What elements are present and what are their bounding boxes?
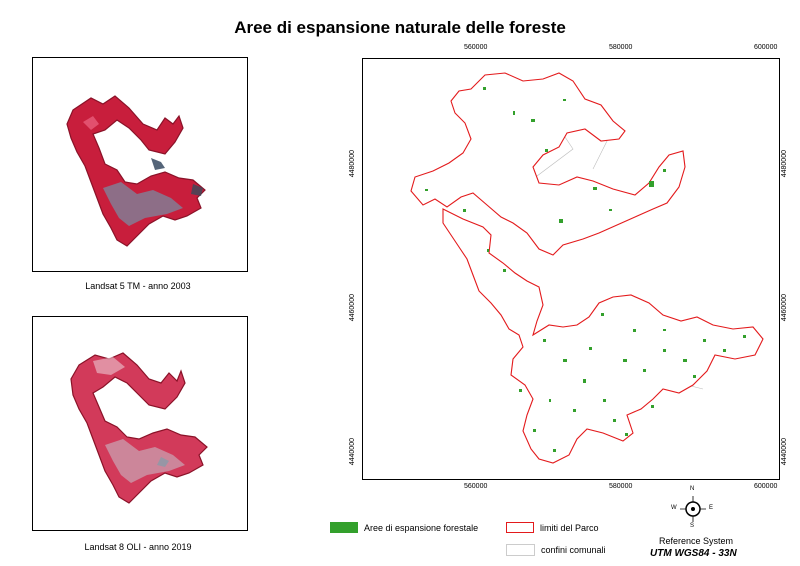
landsat8-image (70, 352, 208, 504)
y-tick-right-4460000: 4460000 (781, 294, 788, 322)
legend-municipal-swatch (506, 544, 535, 556)
legend-park-label: limiti del Parco (540, 522, 599, 533)
x-tick-top-580000: 580000 (609, 44, 633, 51)
landsat8-panel (32, 316, 248, 531)
legend-park: limiti del Parco (506, 522, 599, 533)
y-tick-right-4480000: 4480000 (781, 150, 788, 178)
main-map (410, 72, 764, 464)
legend-park-swatch (506, 522, 534, 533)
x-tick-top-560000: 560000 (464, 44, 488, 51)
y-tick-left-4480000: 4480000 (349, 150, 356, 178)
compass-s: S (690, 523, 695, 529)
legend-forest-label: Aree di espansione forestale (364, 522, 479, 533)
compass-n: N (690, 486, 695, 492)
y-tick-left-4440000: 4440000 (349, 438, 356, 466)
x-tick-bottom-580000: 580000 (609, 483, 633, 490)
compass-e: E (709, 505, 714, 511)
legend-forest: Aree di espansione forestale (330, 522, 478, 533)
y-tick-right-4440000: 4440000 (781, 438, 788, 466)
map-title: Aree di espansione naturale delle forest… (234, 18, 566, 37)
x-tick-bottom-560000: 560000 (464, 483, 488, 490)
legend-forest-swatch (330, 522, 358, 533)
y-tick-left-4460000: 4460000 (349, 294, 356, 322)
legend-municipal: confini comunali (506, 544, 606, 556)
reference-system-value: UTM WGS84 - 33N (650, 548, 737, 559)
main-map-frame (362, 58, 780, 480)
landsat8-caption: Landsat 8 OLI - anno 2019 (84, 542, 192, 552)
x-tick-top-600000: 600000 (754, 44, 778, 51)
compass-icon (680, 496, 706, 522)
compass-w: W (671, 505, 677, 511)
reference-system-label: Reference System (659, 536, 734, 546)
park-boundary (410, 72, 764, 464)
legend-municipal-label: confini comunali (541, 545, 606, 555)
landsat5-image (66, 95, 206, 247)
landsat5-caption: Landsat 5 TM - anno 2003 (85, 281, 191, 291)
compass-rose: N S W E (671, 486, 714, 530)
landsat5-panel (32, 57, 248, 272)
x-tick-bottom-600000: 600000 (754, 483, 778, 490)
